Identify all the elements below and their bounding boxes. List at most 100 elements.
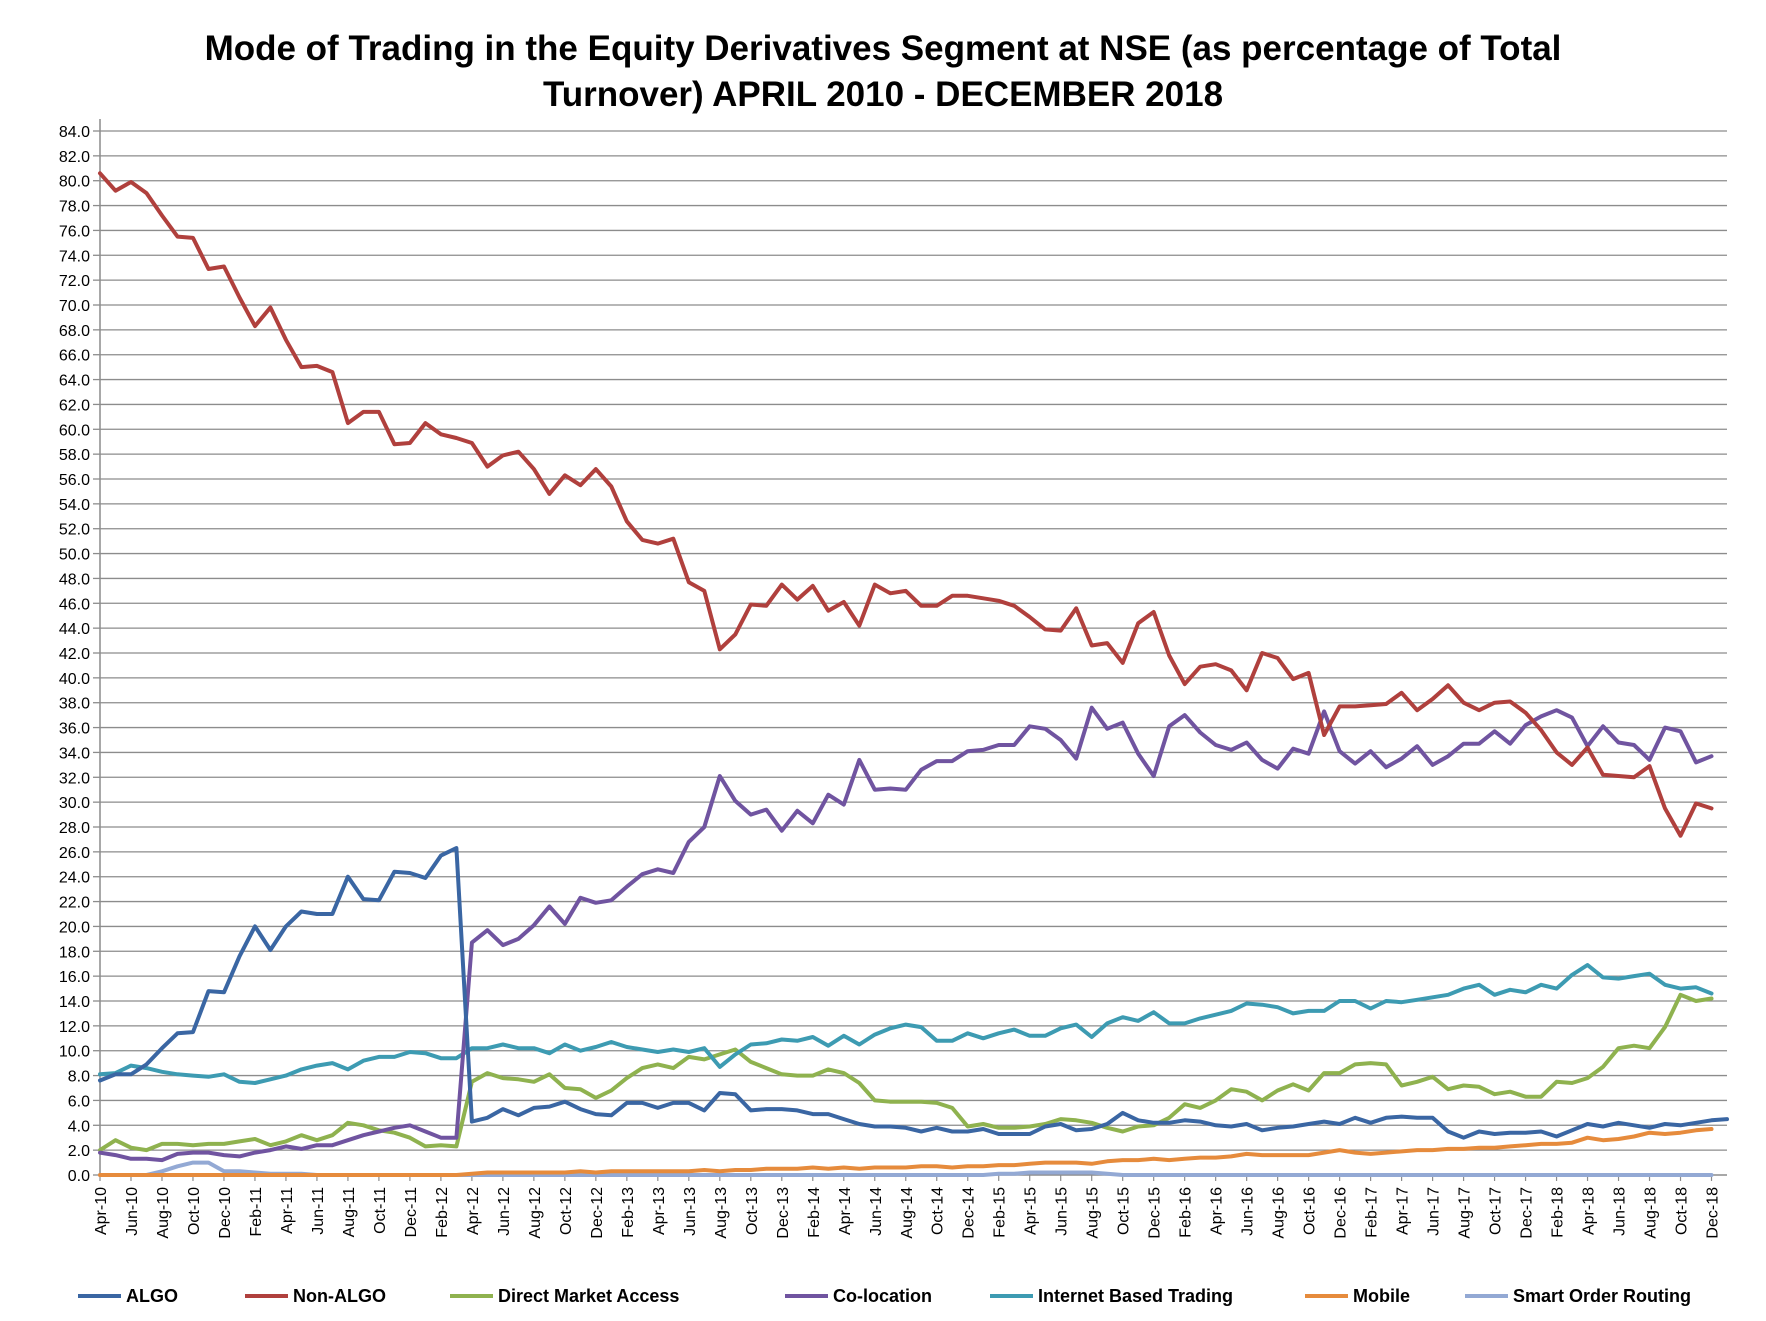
y-tick-label: 6.0: [68, 1093, 90, 1110]
chart-title-line-1: Mode of Trading in the Equity Derivative…: [204, 29, 1562, 68]
series-line-non-algo: [98, 171, 1714, 838]
y-tick-label: 36.0: [59, 721, 90, 738]
x-tick-label: Aug-17: [1457, 1187, 1474, 1239]
x-tick-label: Feb-12: [434, 1187, 451, 1238]
y-tick-label: 62.0: [59, 397, 90, 414]
x-tick-label: Jun-12: [496, 1187, 513, 1236]
series-line-direct-market-access: [98, 992, 1714, 1153]
legend-item-co-location: Co-location: [785, 1286, 932, 1306]
x-tick-label: Feb-16: [1178, 1187, 1195, 1238]
series-line-internet-based-trading: [98, 963, 1714, 1085]
legend-label: Direct Market Access: [498, 1286, 679, 1306]
y-tick-label: 34.0: [59, 745, 90, 762]
legend-item-smart-order-routing: Smart Order Routing: [1465, 1286, 1691, 1306]
y-tick-label: 60.0: [59, 422, 90, 439]
x-tick-label: Feb-17: [1364, 1187, 1381, 1238]
x-tick-label: Apr-12: [465, 1187, 482, 1235]
y-tick-label: 10.0: [59, 1044, 90, 1061]
x-tick-label: Dec-17: [1519, 1187, 1536, 1239]
x-tick-label: Oct-10: [186, 1187, 203, 1235]
x-tick-label: Dec-11: [403, 1187, 420, 1237]
x-tick-label: Oct-18: [1674, 1187, 1691, 1235]
x-tick-label: Apr-14: [837, 1187, 854, 1235]
y-tick-label: 70.0: [59, 298, 90, 315]
x-tick-label: Jun-10: [124, 1187, 141, 1236]
y-tick-label: 18.0: [59, 944, 90, 961]
x-tick-label: Aug-15: [1085, 1187, 1102, 1239]
y-tick-label: 52.0: [59, 522, 90, 539]
x-tick-label: Jun-16: [1240, 1187, 1257, 1236]
legend-label: ALGO: [126, 1286, 178, 1306]
legend-item-mobile: Mobile: [1305, 1286, 1410, 1306]
y-axis-tick-labels: 0.0 2.0 4.0 6.0 8.0 10.0 12.0 14.0 16.0 18.0 20.0 2…: [59, 124, 90, 1185]
legend-item-direct-market-access: Direct Market Access: [450, 1286, 679, 1306]
chart-title: Mode of Trading in the Equity Derivative…: [0, 26, 1766, 118]
x-tick-label: Jun-15: [1054, 1187, 1071, 1236]
y-tick-label: 46.0: [59, 596, 90, 613]
y-tick-label: 26.0: [59, 845, 90, 862]
x-tick-label: Aug-18: [1643, 1187, 1660, 1239]
x-tick-label: Oct-16: [1302, 1187, 1319, 1235]
x-tick-label: Apr-15: [1023, 1187, 1040, 1235]
y-tick-label: 44.0: [59, 621, 90, 638]
y-tick-label: 84.0: [59, 124, 90, 141]
x-tick-label: Oct-13: [744, 1187, 761, 1235]
y-tick-label: 64.0: [59, 373, 90, 390]
x-tick-label: Aug-12: [527, 1187, 544, 1239]
x-tick-label: Dec-13: [775, 1187, 792, 1239]
y-tick-label: 22.0: [59, 895, 90, 912]
x-tick-label: Apr-17: [1395, 1187, 1412, 1235]
x-tick-label: Oct-12: [558, 1187, 575, 1235]
x-tick-label: Dec-18: [1705, 1187, 1722, 1239]
x-tick-label: Apr-11: [279, 1187, 296, 1234]
axes: [93, 119, 1727, 1181]
x-tick-label: Apr-10: [93, 1187, 110, 1235]
x-tick-label: Oct-11: [372, 1187, 389, 1234]
x-tick-label: Oct-14: [930, 1187, 947, 1235]
y-tick-label: 56.0: [59, 472, 90, 489]
y-tick-label: 20.0: [59, 919, 90, 936]
x-tick-label: Feb-18: [1550, 1187, 1567, 1238]
x-tick-label: Apr-13: [651, 1187, 668, 1235]
x-tick-label: Oct-15: [1116, 1187, 1133, 1235]
series-line-co-location: [98, 705, 1714, 1163]
y-tick-label: 16.0: [59, 969, 90, 986]
y-tick-label: 82.0: [59, 149, 90, 166]
y-tick-label: 54.0: [59, 497, 90, 514]
y-tick-label: 28.0: [59, 820, 90, 837]
x-tick-label: Jun-11: [310, 1187, 327, 1235]
x-tick-label: Apr-16: [1209, 1187, 1226, 1235]
y-tick-label: 40.0: [59, 671, 90, 688]
gridlines: [100, 130, 1727, 1151]
x-tick-label: Aug-10: [155, 1187, 172, 1239]
x-tick-label: Feb-15: [992, 1187, 1009, 1238]
series-line-mobile: [98, 1127, 1714, 1177]
y-tick-label: 24.0: [59, 870, 90, 887]
x-tick-label: Aug-13: [713, 1187, 730, 1239]
y-tick-label: 50.0: [59, 547, 90, 564]
y-tick-label: 74.0: [59, 248, 90, 265]
legend-item-non-algo: Non-ALGO: [245, 1286, 386, 1306]
y-tick-label: 72.0: [59, 273, 90, 290]
x-axis-tick-labels: Apr-10 Jun-10 Aug-10 Oct-10 Dec-10 Feb-11 Apr-…: [93, 1187, 1722, 1239]
x-tick-label: Jun-18: [1612, 1187, 1629, 1236]
legend-label: Mobile: [1353, 1286, 1410, 1306]
y-tick-label: 30.0: [59, 795, 90, 812]
y-tick-label: 0.0: [68, 1168, 90, 1185]
x-tick-label: Jun-13: [682, 1187, 699, 1236]
legend-label: Internet Based Trading: [1038, 1286, 1233, 1306]
y-tick-label: 80.0: [59, 174, 90, 191]
x-tick-label: Jun-14: [868, 1187, 885, 1236]
x-tick-label: Oct-17: [1488, 1187, 1505, 1235]
x-tick-label: Feb-11: [248, 1187, 265, 1237]
x-tick-label: Aug-16: [1271, 1187, 1288, 1239]
y-tick-label: 68.0: [59, 323, 90, 340]
legend-item-algo: ALGO: [78, 1286, 178, 1306]
y-tick-label: 78.0: [59, 199, 90, 216]
y-tick-label: 76.0: [59, 223, 90, 240]
y-tick-label: 48.0: [59, 571, 90, 588]
x-tick-label: Apr-18: [1581, 1187, 1598, 1235]
x-tick-label: Aug-11: [341, 1187, 358, 1238]
x-tick-label: Dec-16: [1333, 1187, 1350, 1239]
